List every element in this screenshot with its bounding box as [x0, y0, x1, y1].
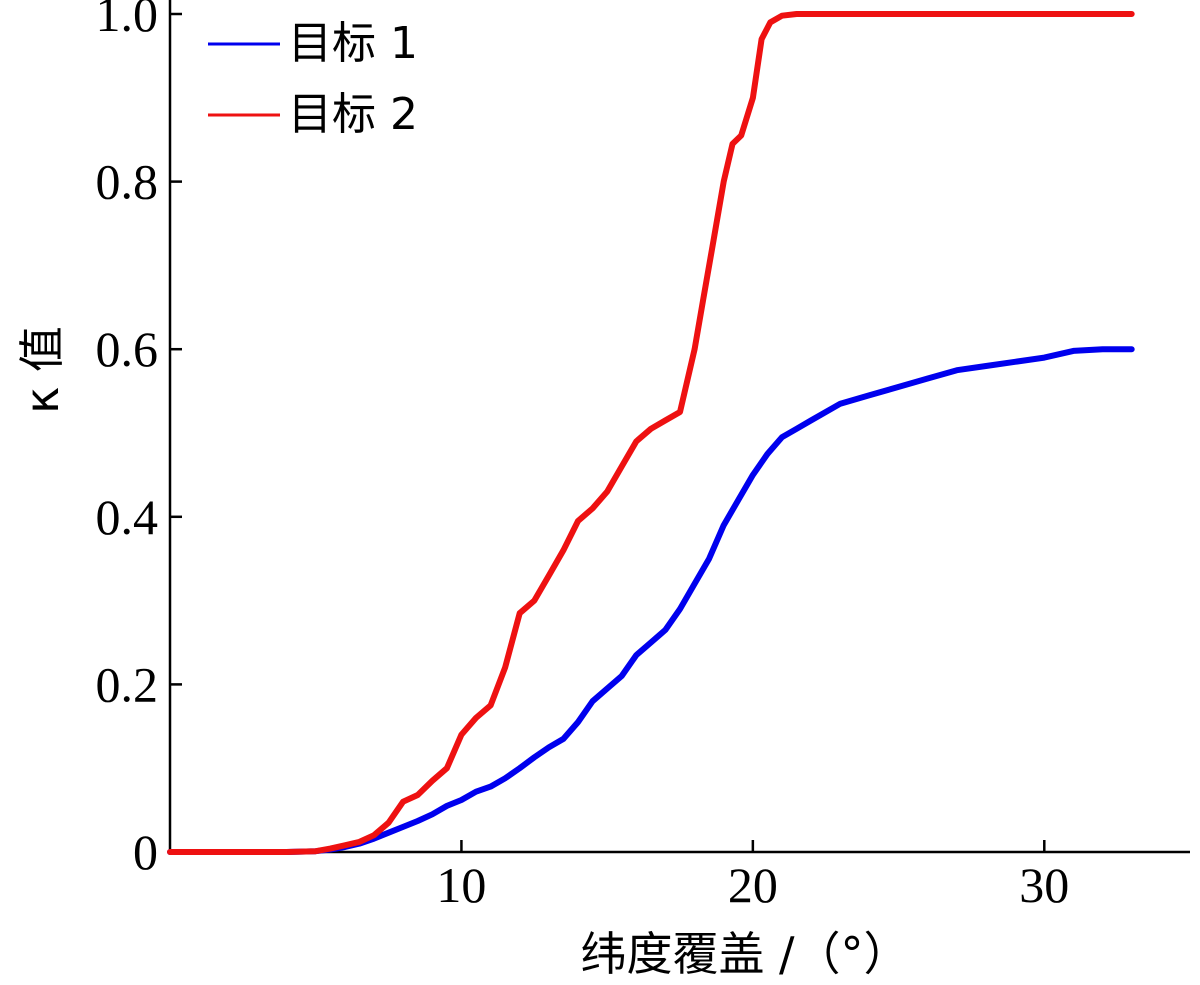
- y-tick-label: 0.2: [96, 656, 159, 712]
- y-tick-label: 0.4: [96, 489, 159, 545]
- x-ticks: 10 20 30: [436, 840, 1069, 913]
- y-axis-title: κ 值: [15, 326, 69, 414]
- y-tick-label: 0.8: [96, 154, 159, 210]
- y-tick-label: 1.0: [96, 0, 159, 42]
- legend-label-series-1: 目标 1: [288, 18, 418, 69]
- x-tick-label: 10: [436, 857, 486, 913]
- y-tick-label: 0.6: [96, 321, 159, 377]
- series-line-1: [167, 346, 1135, 855]
- legend: 目标 1 目标 2: [208, 18, 418, 140]
- y-tick-label: 0: [133, 824, 158, 880]
- x-tick-label: 20: [728, 857, 778, 913]
- x-tick-label: 30: [1019, 857, 1069, 913]
- legend-label-series-2: 目标 2: [288, 89, 418, 140]
- y-ticks: 0 0.2 0.4 0.6 0.8 1.0: [96, 0, 182, 880]
- axes: [168, 0, 1190, 854]
- series-layer: [167, 11, 1135, 855]
- series-line-2: [167, 11, 1135, 855]
- x-axis-title: 纬度覆盖 /（°）: [580, 927, 909, 981]
